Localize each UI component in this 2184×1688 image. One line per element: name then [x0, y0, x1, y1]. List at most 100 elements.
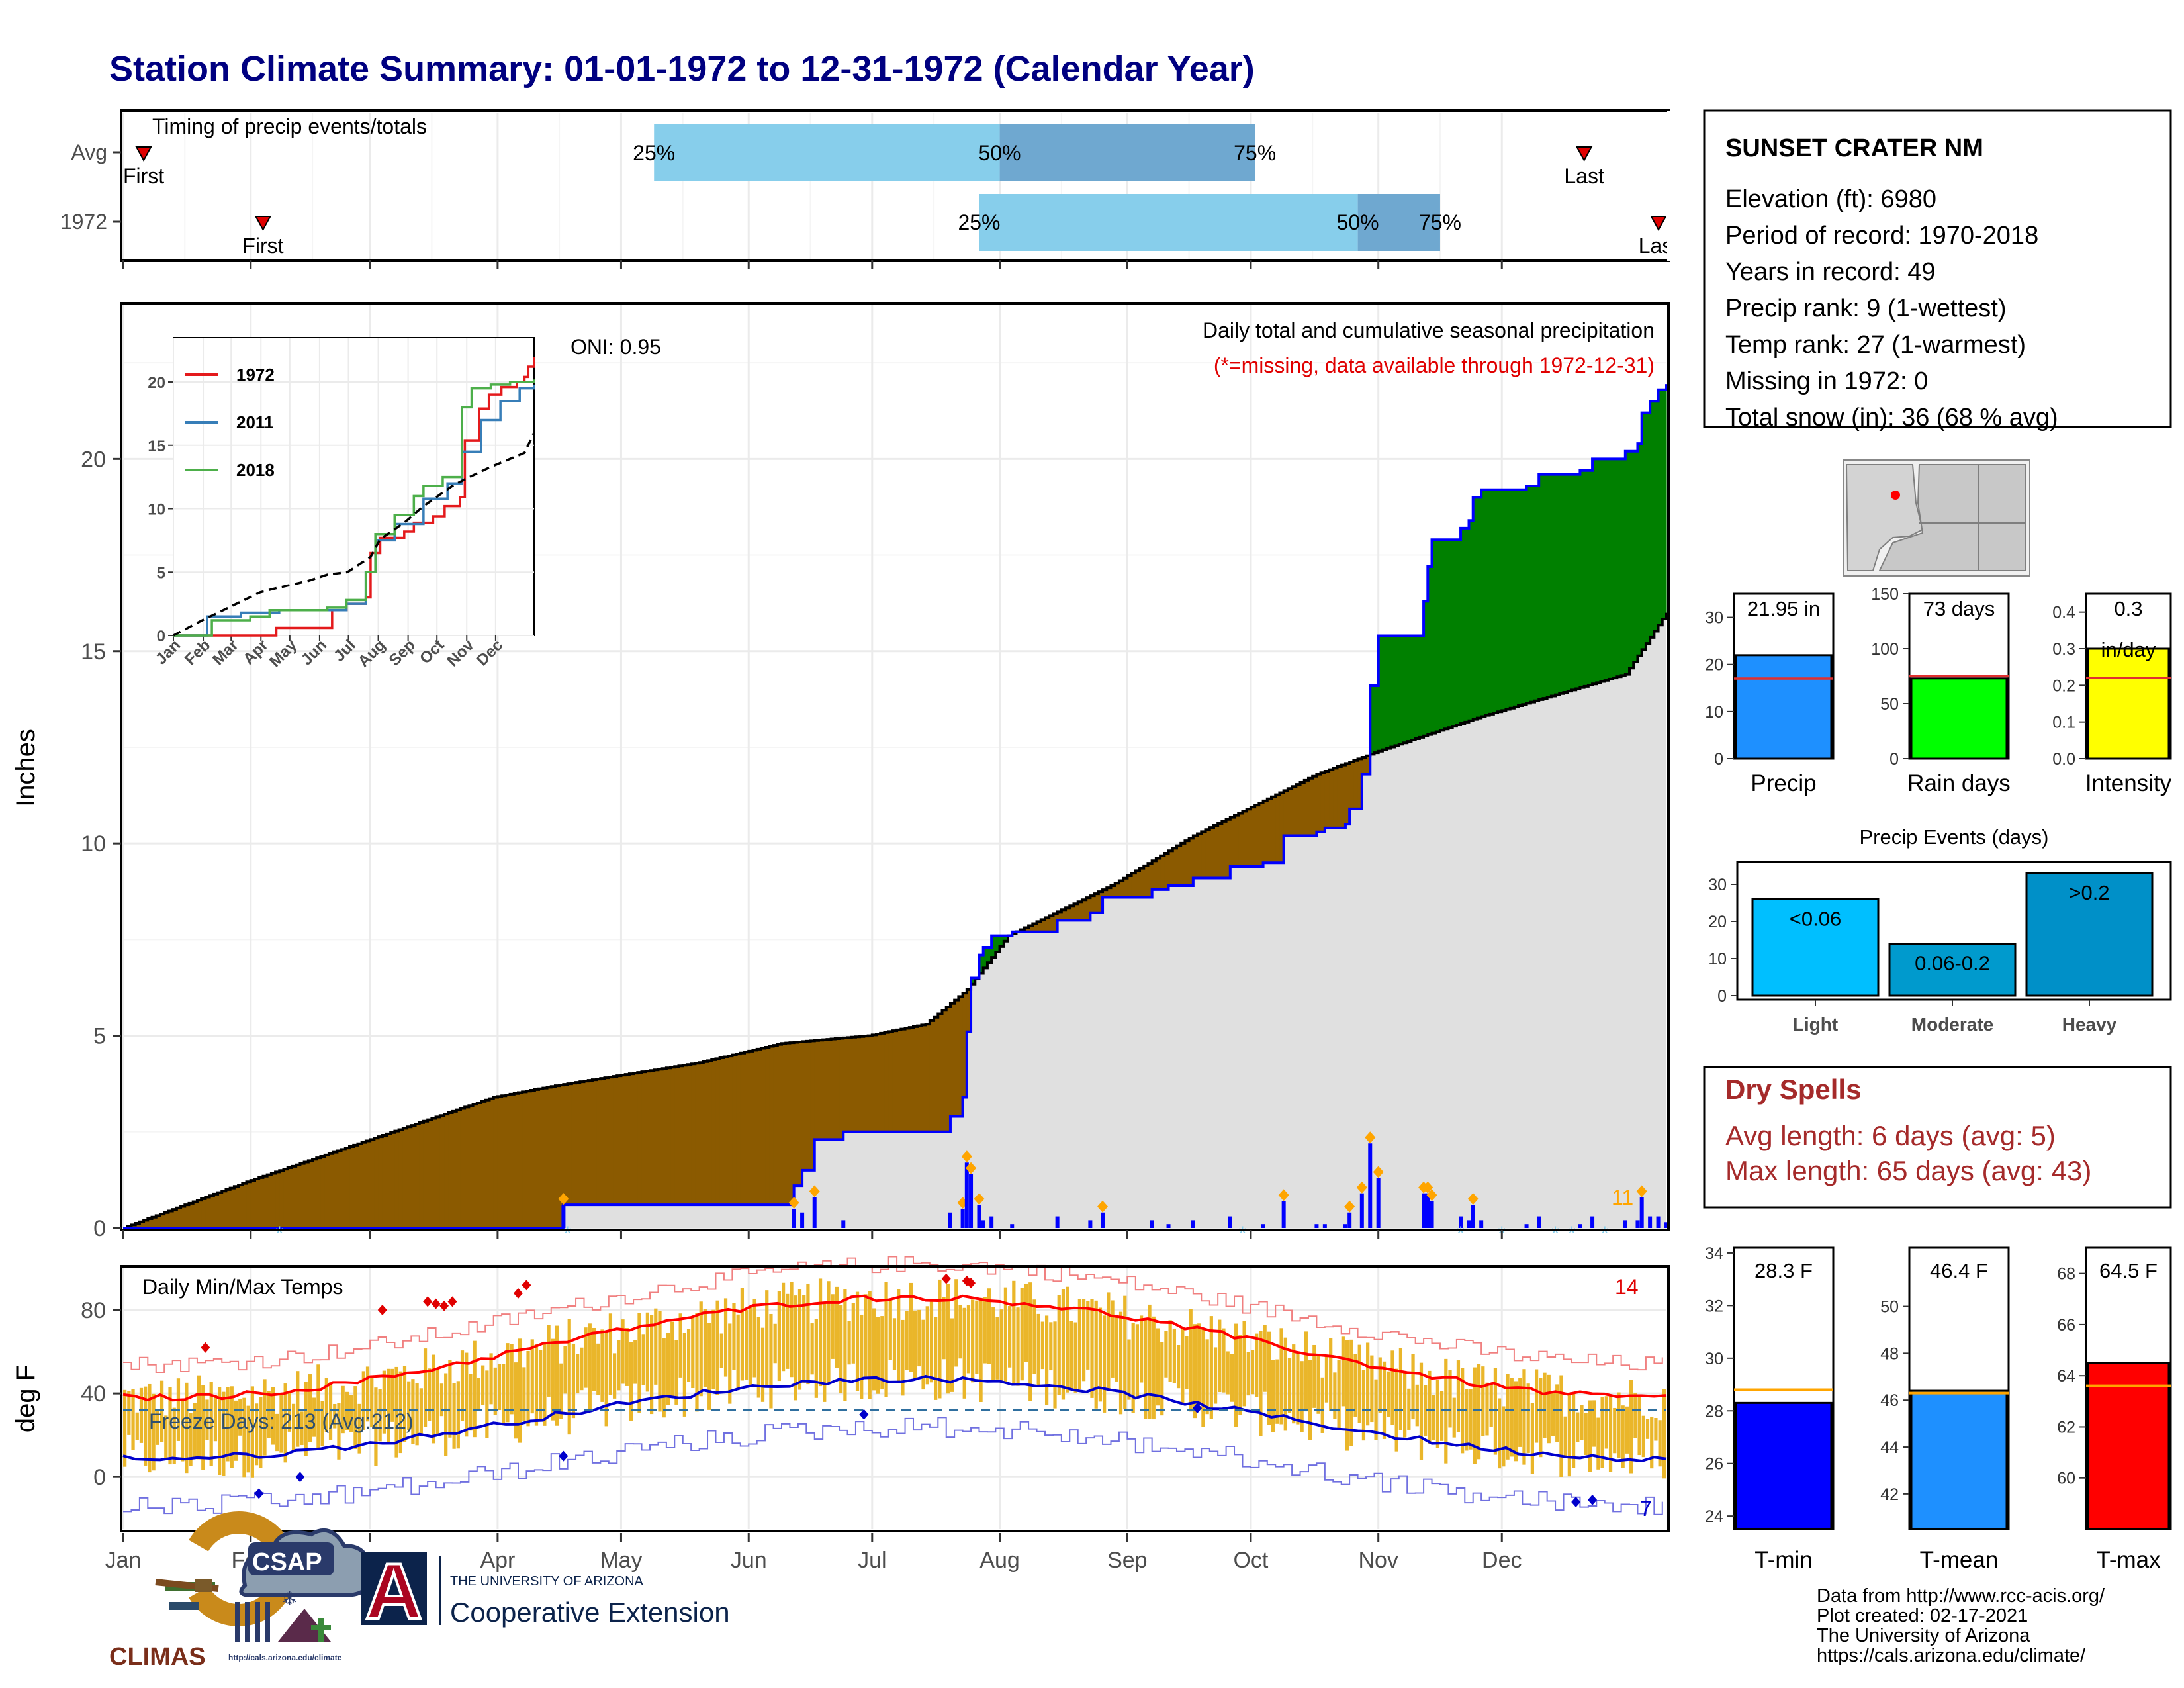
precip-anomaly-segment — [1230, 817, 1235, 867]
temp-plot — [122, 1256, 1667, 1515]
precip-extreme-marker-icon — [558, 1193, 569, 1205]
precip-daily-bar — [841, 1220, 846, 1228]
temp-daily-range-bar — [1341, 1336, 1345, 1407]
temp-daily-range-bar — [802, 1295, 806, 1383]
temp-bar-label: T-mean — [1920, 1547, 1999, 1573]
temp-daily-range-bar — [1049, 1322, 1053, 1371]
precip-anomaly-segment — [1304, 780, 1309, 836]
record-high-marker-icon — [941, 1273, 951, 1284]
precip-anomaly-segment — [316, 1158, 322, 1228]
csap-logo: CSAP ❄ http://cals.arizona.edu/climate — [228, 1528, 371, 1662]
precip-anomaly-segment — [999, 935, 1005, 947]
precip-anomaly-segment — [218, 1192, 222, 1228]
temp-daily-range-bar — [728, 1323, 732, 1404]
precip-anomaly-segment — [1226, 819, 1231, 878]
precip-anomaly-segment — [444, 1114, 449, 1228]
temp-daily-range-bar — [448, 1360, 452, 1438]
temp-daily-range-bar — [1267, 1331, 1271, 1425]
precip-anomaly-segment — [1255, 805, 1259, 867]
precip-anomaly-segment — [637, 1072, 643, 1205]
precip-anomaly-segment — [1361, 757, 1367, 774]
temp-daily-range-bar — [1193, 1324, 1197, 1419]
temp-daily-range-bar — [1296, 1352, 1300, 1425]
temp-daily-range-bar — [1218, 1319, 1222, 1393]
station-line: Missing in 1972: 0 — [1725, 367, 1928, 395]
precip-anomaly-segment — [810, 1041, 815, 1170]
temp-daily-range-bar — [1148, 1304, 1152, 1419]
temp-daily-range-bar — [1304, 1331, 1308, 1412]
temp-daily-range-bar — [1028, 1282, 1032, 1401]
temp-panel-title: Daily Min/Max Temps — [142, 1275, 343, 1299]
events-bar-moderate — [1888, 943, 2017, 997]
precip-anomaly-segment — [728, 1056, 733, 1205]
temp-daily-range-bar — [213, 1394, 218, 1442]
precip-y-tick-label: 10 — [81, 831, 106, 857]
precip-daily-bar — [1430, 1201, 1434, 1228]
temp-daily-range-bar — [806, 1283, 810, 1385]
events-bar-label: <0.06 — [1790, 907, 1841, 930]
temp-daily-range-bar — [756, 1317, 760, 1398]
temp-bar-value-label: 46.4 F — [1930, 1259, 1988, 1282]
ua-cooperative-extension-logo: A THE UNIVERSITY OF ARIZONA Cooperative … — [361, 1546, 730, 1637]
precip-anomaly-segment — [1432, 539, 1437, 733]
temp-daily-range-bar — [1576, 1412, 1580, 1442]
temp-daily-range-bar — [148, 1383, 152, 1473]
temp-bar-y-tick-label: 68 — [2057, 1265, 2075, 1284]
temp-daily-range-bar — [407, 1381, 411, 1430]
precip-anomaly-segment — [777, 1044, 782, 1205]
precip-daily-bar — [1376, 1178, 1381, 1228]
precip-anomaly-segment — [991, 935, 996, 958]
precip-anomaly-segment — [1469, 520, 1474, 721]
temp-daily-range-bar — [966, 1305, 971, 1374]
timing-row-label: 1972 — [60, 210, 107, 234]
temp-daily-range-bar — [831, 1294, 835, 1359]
station-line: Temp rank: 27 (1-warmest) — [1725, 331, 2026, 359]
temp-daily-range-bar — [1003, 1287, 1008, 1383]
temp-daily-range-bar — [386, 1368, 390, 1442]
temp-daily-range-bar — [209, 1382, 213, 1466]
precip-anomaly-segment — [1250, 807, 1255, 867]
mini-bar-y-tick-label: 0.0 — [2052, 750, 2075, 769]
temp-bar-y-tick-label: 28 — [1705, 1402, 1723, 1421]
temp-daily-range-bar — [749, 1307, 752, 1387]
precip-extreme-marker-icon — [961, 1150, 972, 1163]
precip-anomaly-segment — [1650, 401, 1655, 637]
inset-series-line-2018 — [173, 379, 535, 637]
temp-daily-range-bar — [1283, 1337, 1287, 1431]
precip-anomaly-segment — [386, 1133, 391, 1228]
temp-daily-range-bar — [1205, 1339, 1209, 1415]
precip-anomaly-segment — [1502, 489, 1507, 711]
timing-pct-label: 75% — [1234, 141, 1276, 165]
precip-anomaly-segment — [719, 1057, 725, 1205]
temp-daily-range-bar — [1053, 1321, 1057, 1409]
precip-anomaly-segment — [567, 1084, 572, 1205]
temp-daily-range-bar — [835, 1286, 839, 1368]
temp-daily-range-bar — [658, 1311, 662, 1412]
temp-daily-range-bar — [159, 1380, 164, 1442]
temp-daily-range-bar — [275, 1413, 279, 1452]
record-min-line — [123, 1417, 1663, 1515]
precip-extreme-marker-icon — [1278, 1189, 1289, 1201]
events-y-tick-label: 20 — [1708, 913, 1727, 931]
hot-days-count: 14 — [1615, 1275, 1639, 1299]
precip-daily-bar — [977, 1205, 981, 1228]
precip-extreme-marker-icon — [1636, 1185, 1647, 1197]
precip-anomaly-segment — [456, 1109, 461, 1228]
precip-extreme-marker-icon — [1467, 1193, 1479, 1205]
temp-daily-range-bar — [699, 1301, 703, 1397]
inset-y-tick-label: 20 — [148, 374, 165, 392]
precip-anomaly-segment — [1066, 908, 1070, 921]
precip-extreme-marker-icon — [1373, 1166, 1384, 1178]
precip-anomaly-segment — [806, 1041, 811, 1170]
mini-bar-y-tick-label: 0.4 — [2052, 604, 2075, 622]
precip-anomaly-segment — [756, 1049, 762, 1205]
precip-average-cumulative-line — [123, 612, 1668, 1229]
precip-anomaly-segment — [238, 1184, 243, 1228]
precip-anomaly-segment — [448, 1112, 453, 1228]
temp-daily-range-bar — [1650, 1417, 1654, 1469]
timing-marker-label: First — [123, 164, 164, 188]
precip-anomaly-segment — [181, 1206, 185, 1228]
inset-series-line-avg — [173, 432, 535, 637]
month-tick-label: Dec — [1482, 1548, 1522, 1573]
mini-bar-label: Precip — [1751, 771, 1816, 796]
